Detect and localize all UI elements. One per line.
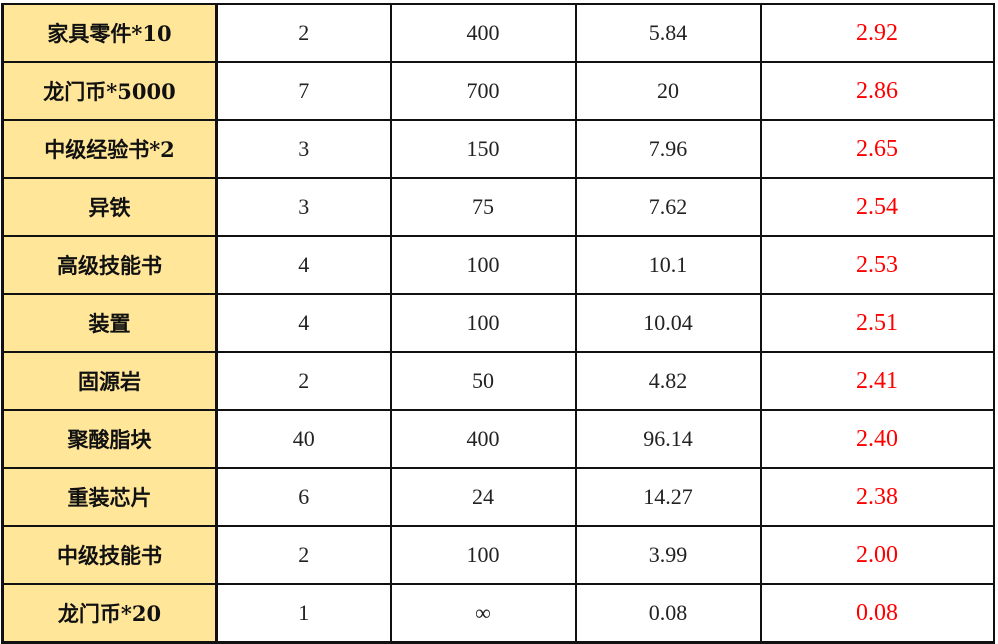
item-name-cell: 异铁: [1, 177, 218, 237]
quantity-cell: 50: [389, 351, 577, 411]
value-cell: 20: [574, 61, 762, 121]
table-row: 中级技能书 2 100 3.99 2.00: [1, 525, 995, 585]
item-name-cell: 家具零件*10: [1, 3, 218, 63]
ratio-cell: 2.53: [759, 235, 995, 295]
item-name-cell: 中级经验书*2: [1, 119, 218, 179]
item-name-cell: 装置: [1, 293, 218, 353]
item-name-cell: 固源岩: [1, 351, 218, 411]
quantity-cell: 100: [389, 293, 577, 353]
cost-cell: 1: [215, 583, 392, 644]
quantity-cell: 400: [389, 3, 577, 63]
value-cell: 7.62: [574, 177, 762, 237]
value-cell: 4.82: [574, 351, 762, 411]
quantity-cell: 75: [389, 177, 577, 237]
table-row: 异铁 3 75 7.62 2.54: [1, 177, 995, 237]
item-name-cell: 中级技能书: [1, 525, 218, 585]
ratio-cell: 2.86: [759, 61, 995, 121]
table-row: 固源岩 2 50 4.82 2.41: [1, 351, 995, 411]
item-name-cell: 龙门币*20: [1, 583, 218, 644]
quantity-cell: 700: [389, 61, 577, 121]
item-value-table: 家具零件*10 2 400 5.84 2.92 龙门币*5000 7 700 20 2.86 中级经…: [1, 3, 995, 644]
table-row: 高级技能书 4 100 10.1 2.53: [1, 235, 995, 295]
value-cell: 0.08: [574, 583, 762, 644]
quantity-cell: ∞: [389, 583, 577, 644]
quantity-cell: 100: [389, 525, 577, 585]
table-row: 装置 4 100 10.04 2.51: [1, 293, 995, 353]
table-row: 聚酸脂块 40 400 96.14 2.40: [1, 409, 995, 469]
ratio-cell: 0.08: [759, 583, 995, 644]
cost-cell: 4: [215, 235, 392, 295]
ratio-cell: 2.65: [759, 119, 995, 179]
table-row: 家具零件*10 2 400 5.84 2.92: [1, 3, 995, 63]
value-cell: 14.27: [574, 467, 762, 527]
ratio-cell: 2.38: [759, 467, 995, 527]
cost-cell: 3: [215, 177, 392, 237]
quantity-cell: 400: [389, 409, 577, 469]
table-row: 龙门币*20 1 ∞ 0.08 0.08: [1, 583, 995, 644]
value-cell: 96.14: [574, 409, 762, 469]
cost-cell: 2: [215, 3, 392, 63]
ratio-cell: 2.40: [759, 409, 995, 469]
cost-cell: 6: [215, 467, 392, 527]
table-row: 中级经验书*2 3 150 7.96 2.65: [1, 119, 995, 179]
table-row: 龙门币*5000 7 700 20 2.86: [1, 61, 995, 121]
cost-cell: 4: [215, 293, 392, 353]
value-cell: 3.99: [574, 525, 762, 585]
item-name-cell: 龙门币*5000: [1, 61, 218, 121]
ratio-cell: 2.54: [759, 177, 995, 237]
value-cell: 10.04: [574, 293, 762, 353]
quantity-cell: 24: [389, 467, 577, 527]
cost-cell: 7: [215, 61, 392, 121]
ratio-cell: 2.92: [759, 3, 995, 63]
ratio-cell: 2.00: [759, 525, 995, 585]
cost-cell: 2: [215, 525, 392, 585]
cost-cell: 2: [215, 351, 392, 411]
value-cell: 7.96: [574, 119, 762, 179]
table-row: 重装芯片 6 24 14.27 2.38: [1, 467, 995, 527]
ratio-cell: 2.41: [759, 351, 995, 411]
item-name-cell: 聚酸脂块: [1, 409, 218, 469]
ratio-cell: 2.51: [759, 293, 995, 353]
value-cell: 5.84: [574, 3, 762, 63]
cost-cell: 3: [215, 119, 392, 179]
item-name-cell: 高级技能书: [1, 235, 218, 295]
quantity-cell: 100: [389, 235, 577, 295]
item-name-cell: 重装芯片: [1, 467, 218, 527]
quantity-cell: 150: [389, 119, 577, 179]
cost-cell: 40: [215, 409, 392, 469]
value-cell: 10.1: [574, 235, 762, 295]
